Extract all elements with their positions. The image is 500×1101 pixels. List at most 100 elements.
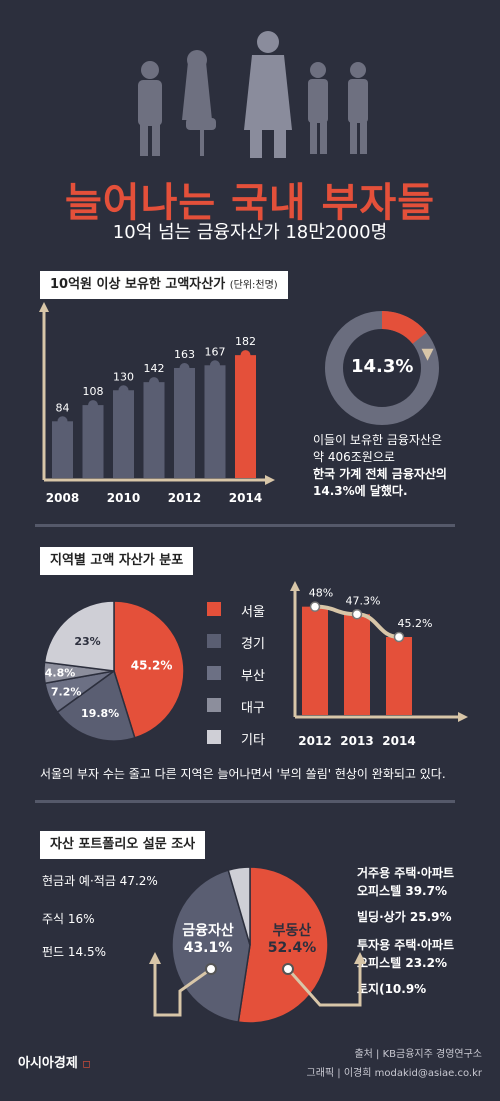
bar-cap [118, 385, 129, 396]
connector-right [286, 960, 362, 1007]
bar-cap [88, 400, 98, 411]
right-item-4: 토지(10.9% [357, 980, 454, 998]
seoul-share-chart: 2012 2013 2014 48% 47.3% 45.2% [290, 581, 468, 748]
bar [174, 367, 195, 478]
pie-right-label-1: 부동산 [272, 923, 312, 939]
right-item-4-line1: 토지(10.9% [357, 982, 427, 996]
left-item-stocks: 주식 16% [42, 912, 95, 926]
caption-line-4: 14.3%에 달했다. [313, 484, 408, 498]
pie-value-label: 23% [74, 635, 100, 648]
share-value-label: 45.2% [398, 617, 433, 630]
pie-left-label-1: 금융자산 [182, 923, 234, 939]
legend-swatch [207, 666, 221, 680]
pie-right-label-2: 52.4% [267, 940, 317, 956]
pie-value-label: 45.2% [131, 658, 173, 672]
share-bar [302, 606, 328, 715]
pie-value-label: 4.8% [45, 666, 76, 679]
section1-header-text: 10억원 이상 보유한 고액자산가 [50, 277, 226, 292]
bar-cap [240, 350, 251, 361]
region-pie-chart: 45.2% 19.8% 7.2% 4.8% 23% [43, 600, 185, 742]
right-items: 거주용 주택·아파트 오피스텔 39.7% 빌딩·상가 25.9% 투자용 주택… [357, 864, 454, 998]
annual-bar-chart: 84 2008 108 130 2010 142 163 2012 167 182 2014 [39, 302, 275, 505]
section1-unit: (단위:천명) [229, 280, 278, 291]
bar [82, 405, 104, 478]
footer-source: 출처 | KB금융지주 경영연구소 [354, 1049, 482, 1060]
bar1-y-arrow [39, 302, 49, 312]
x-tick-label: 2013 [340, 734, 373, 748]
silhouette-man-4 [348, 62, 368, 154]
bar1-x-arrow [265, 475, 275, 485]
subtitle: 10억 넘는 금융자산가 18만2000명 [112, 222, 388, 243]
silhouette-man-3 [308, 62, 328, 154]
legend-label: 기타 [241, 733, 265, 748]
logo-mark-icon: ◻ [82, 1059, 91, 1070]
pie-slice [227, 866, 251, 946]
left-item-cash: 현금과 예·적금 47.2% [42, 874, 158, 888]
footer-logo: 아시아경제 ◻ [18, 1052, 91, 1071]
right-item-3-line1: 투자용 주택·아파트 [357, 938, 455, 952]
right-item-3-line2: 오피스텔 23.2% [357, 956, 447, 970]
legend-swatch [207, 634, 221, 648]
bar [204, 365, 226, 478]
x-tick-label: 2014 [229, 491, 262, 505]
legend-label: 대구 [241, 701, 265, 716]
bar-value-label: 84 [56, 401, 70, 414]
x-tick-label: 2008 [46, 491, 79, 505]
bar [52, 421, 73, 478]
silhouette-man-2 [244, 31, 292, 158]
bar2-axis [290, 581, 468, 722]
silhouette-man-1 [138, 61, 162, 156]
bar2-x-arrow [458, 712, 468, 722]
right-item-1-line2: 오피스텔 39.7% [357, 884, 447, 898]
pie-right-label: 부동산 52.4% [262, 920, 322, 956]
bar-cap [149, 377, 159, 388]
silhouette-woman [182, 50, 216, 156]
pie-value-label: 19.8% [81, 707, 119, 720]
x-tick-label: 2014 [382, 734, 415, 748]
x-tick-label: 2010 [107, 491, 140, 505]
connector-left-dot [205, 963, 217, 975]
bar-value-label: 182 [235, 335, 256, 348]
divider-1 [35, 524, 455, 527]
legend-swatch [207, 602, 221, 616]
caption-line-1: 이들이 보유한 금융자산은 [313, 433, 443, 447]
bar-cap [210, 360, 220, 371]
section1-header: 10억원 이상 보유한 고액자산가 (단위:천명) [40, 271, 288, 299]
legend-label: 부산 [241, 669, 265, 684]
pie-left-label: 금융자산 43.1% [178, 920, 238, 956]
right-item-2: 빌딩·상가 25.9% [357, 908, 454, 926]
bar-value-label: 142 [144, 362, 165, 375]
connector-right-arrow [354, 952, 366, 964]
share-bar [344, 614, 370, 715]
x-tick-label: 2012 [168, 491, 201, 505]
pie-slice [43, 600, 115, 672]
connector-left [153, 960, 212, 1017]
pie-slice [113, 600, 185, 739]
legend-swatch [207, 730, 221, 744]
share-bar [386, 637, 412, 715]
right-item-3: 투자용 주택·아파트 오피스텔 23.2% [357, 936, 454, 972]
donut-slice [325, 311, 439, 425]
divider-2 [35, 800, 455, 803]
section3-header: 자산 포트폴리오 설문 조사 [40, 831, 206, 859]
pie-value-label: 7.2% [51, 685, 82, 698]
pie-left-label-2: 43.1% [183, 940, 233, 956]
caption-line-2: 약 406조원으로 [313, 450, 395, 464]
right-item-2-line1: 빌딩·상가 25.9% [357, 910, 452, 924]
main-title: 늘어나는 국내 부자들 [64, 180, 436, 226]
bar-value-label: 163 [174, 348, 195, 361]
share-value-label: 47.3% [346, 594, 381, 607]
donut-chart [325, 311, 439, 425]
donut-label: 14.3% [351, 356, 414, 377]
x-tick-label: 2012 [298, 734, 331, 748]
portfolio-connectors [149, 952, 366, 1017]
share-value-label: 48% [309, 587, 333, 600]
bar-value-label: 130 [113, 370, 134, 383]
pie-slice [56, 669, 136, 742]
right-item-1: 거주용 주택·아파트 오피스텔 39.7% [357, 864, 454, 900]
section1-caption: 이들이 보유한 금융자산은 약 406조원으로 한국 가계 전체 금융자산의 1… [313, 432, 447, 500]
bar1-axis [39, 302, 275, 485]
bar [113, 390, 134, 478]
trend-point [309, 601, 321, 612]
legend-label: 경기 [241, 637, 265, 652]
